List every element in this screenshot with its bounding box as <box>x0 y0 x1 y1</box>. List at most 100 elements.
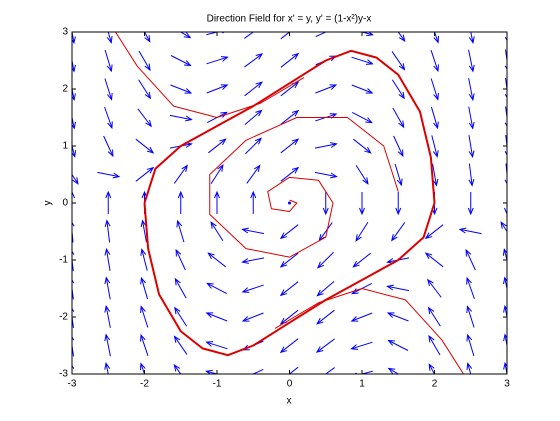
arrow-shaft <box>504 277 507 291</box>
arrow-shaft <box>470 32 474 43</box>
trajectory <box>209 117 399 258</box>
arrow-head <box>322 207 329 216</box>
arrow-shaft <box>280 281 299 296</box>
arrow <box>72 307 75 328</box>
arrow-head <box>140 276 146 285</box>
arrow-shaft <box>207 282 227 295</box>
arrow-head <box>466 362 473 370</box>
arrow-head <box>72 364 75 369</box>
arrow-head <box>504 151 507 156</box>
arrow-shaft <box>393 135 404 157</box>
arrow-shaft <box>175 249 186 271</box>
arrow-shaft <box>135 167 154 182</box>
arrow-shaft <box>210 164 224 185</box>
arrow-shaft <box>135 138 154 154</box>
arrow-head <box>466 276 472 285</box>
arrow-head <box>468 64 475 73</box>
arrow <box>351 56 374 65</box>
arrow-head <box>386 312 395 318</box>
arrow-head <box>387 339 395 346</box>
arrow <box>352 252 371 268</box>
arrow <box>504 32 507 42</box>
arrow-shaft <box>468 135 474 157</box>
arrow-head <box>72 36 76 45</box>
arrow-shaft <box>355 164 369 185</box>
arrow-head <box>175 248 182 257</box>
arrow <box>72 221 75 243</box>
arrow <box>466 333 475 357</box>
arrow-head <box>146 166 155 174</box>
arrow <box>386 312 409 322</box>
x-tick-label: 1 <box>359 379 365 390</box>
arrow-shaft <box>72 32 75 43</box>
arrow-shaft <box>391 222 406 241</box>
arrow-shaft <box>351 56 373 65</box>
arrow-shaft <box>317 251 334 269</box>
arrow-head <box>468 36 475 45</box>
arrow-shaft <box>431 135 438 157</box>
arrow-head <box>217 164 224 172</box>
arrow-head <box>181 164 188 173</box>
arrow-head <box>291 52 300 60</box>
arrow <box>427 278 442 298</box>
arrow-head <box>72 177 79 185</box>
arrow-shaft <box>140 363 146 374</box>
arrow-head <box>255 81 263 89</box>
arrow-head <box>329 113 338 119</box>
arrow <box>466 276 475 300</box>
arrow <box>503 361 507 374</box>
arrow-head <box>106 36 113 44</box>
arrow <box>350 341 373 350</box>
arrow <box>503 276 507 291</box>
arrow <box>72 336 75 357</box>
arrow-shaft <box>174 307 188 327</box>
arrow <box>206 56 229 65</box>
arrow <box>244 109 263 126</box>
arrow <box>314 171 338 179</box>
arrow-shaft <box>105 249 111 271</box>
arrow-shaft <box>244 32 255 39</box>
arrow-shaft <box>388 340 409 351</box>
arrow-head <box>210 221 217 229</box>
chart-title: Direction Field for x' = y, y' = (1-x²)y… <box>207 14 372 25</box>
arrow <box>170 55 192 67</box>
plot-area <box>72 32 507 374</box>
arrow-head <box>504 122 507 127</box>
arrow <box>391 79 405 100</box>
arrow-shaft <box>355 221 369 242</box>
x-tick-label: 2 <box>432 379 438 390</box>
arrow <box>431 135 439 158</box>
arrow <box>392 107 405 129</box>
arrow-head <box>387 367 396 374</box>
arrow <box>208 138 227 154</box>
arrow-shaft <box>72 143 76 157</box>
arrow-shaft <box>314 171 337 178</box>
arrow-shaft <box>72 115 75 129</box>
arrow-shaft <box>72 255 74 271</box>
y-tick-label: 3 <box>62 27 68 38</box>
arrow <box>500 221 507 233</box>
arrow-shaft <box>316 338 335 353</box>
arrow <box>288 201 291 205</box>
arrow-head <box>72 93 76 102</box>
arrow-head <box>458 227 467 234</box>
arrow-shaft <box>505 163 507 181</box>
arrow-head <box>330 172 338 179</box>
arrow <box>245 137 263 155</box>
arrow-head <box>183 32 192 39</box>
arrow-head <box>107 92 113 101</box>
arrow-head <box>500 221 507 229</box>
arrow-head <box>398 120 405 129</box>
arrow <box>246 164 261 184</box>
arrow-shaft <box>174 278 187 299</box>
arrow-head <box>467 207 474 216</box>
arrow-head <box>468 121 475 130</box>
x-tick-label: 0 <box>287 379 293 390</box>
arrow-shaft <box>244 109 262 126</box>
arrow-shaft <box>316 309 335 325</box>
arrow <box>279 281 299 297</box>
arrow-shaft <box>288 366 299 374</box>
arrow-shaft <box>388 367 400 374</box>
arrow <box>207 252 226 268</box>
arrow <box>138 79 152 100</box>
